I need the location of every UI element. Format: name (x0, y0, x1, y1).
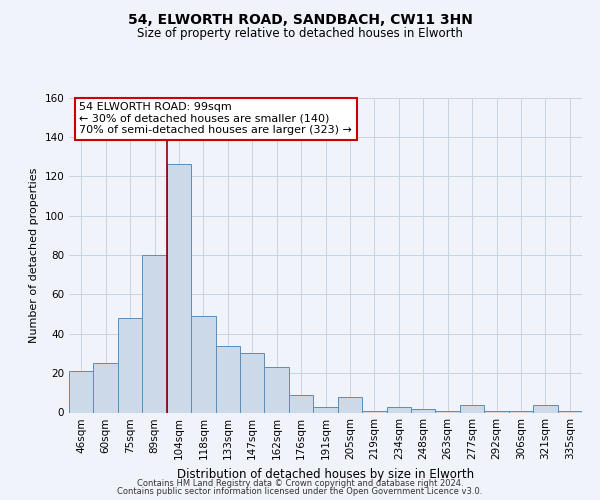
Text: Contains HM Land Registry data © Crown copyright and database right 2024.: Contains HM Land Registry data © Crown c… (137, 478, 463, 488)
Bar (313, 406, 338, 412)
Bar (191, 316, 215, 412)
Bar (557, 410, 582, 412)
Bar (167, 164, 191, 412)
Bar (215, 346, 240, 412)
Bar (460, 404, 484, 412)
Text: 54 ELWORTH ROAD: 99sqm
← 30% of detached houses are smaller (140)
70% of semi-de: 54 ELWORTH ROAD: 99sqm ← 30% of detached… (79, 102, 352, 136)
Bar (338, 397, 362, 412)
Bar (386, 406, 411, 412)
Text: 54, ELWORTH ROAD, SANDBACH, CW11 3HN: 54, ELWORTH ROAD, SANDBACH, CW11 3HN (128, 12, 472, 26)
Bar (411, 408, 436, 412)
Bar (436, 410, 460, 412)
Text: Size of property relative to detached houses in Elworth: Size of property relative to detached ho… (137, 28, 463, 40)
Bar (533, 404, 557, 412)
Bar (118, 318, 142, 412)
Bar (240, 354, 265, 412)
Text: Contains public sector information licensed under the Open Government Licence v3: Contains public sector information licen… (118, 487, 482, 496)
Bar (362, 410, 386, 412)
Bar (265, 367, 289, 412)
Y-axis label: Number of detached properties: Number of detached properties (29, 168, 39, 342)
X-axis label: Distribution of detached houses by size in Elworth: Distribution of detached houses by size … (177, 468, 474, 481)
Bar (484, 410, 509, 412)
Bar (142, 255, 167, 412)
Bar (69, 371, 94, 412)
Bar (289, 395, 313, 412)
Bar (94, 364, 118, 412)
Bar (509, 410, 533, 412)
